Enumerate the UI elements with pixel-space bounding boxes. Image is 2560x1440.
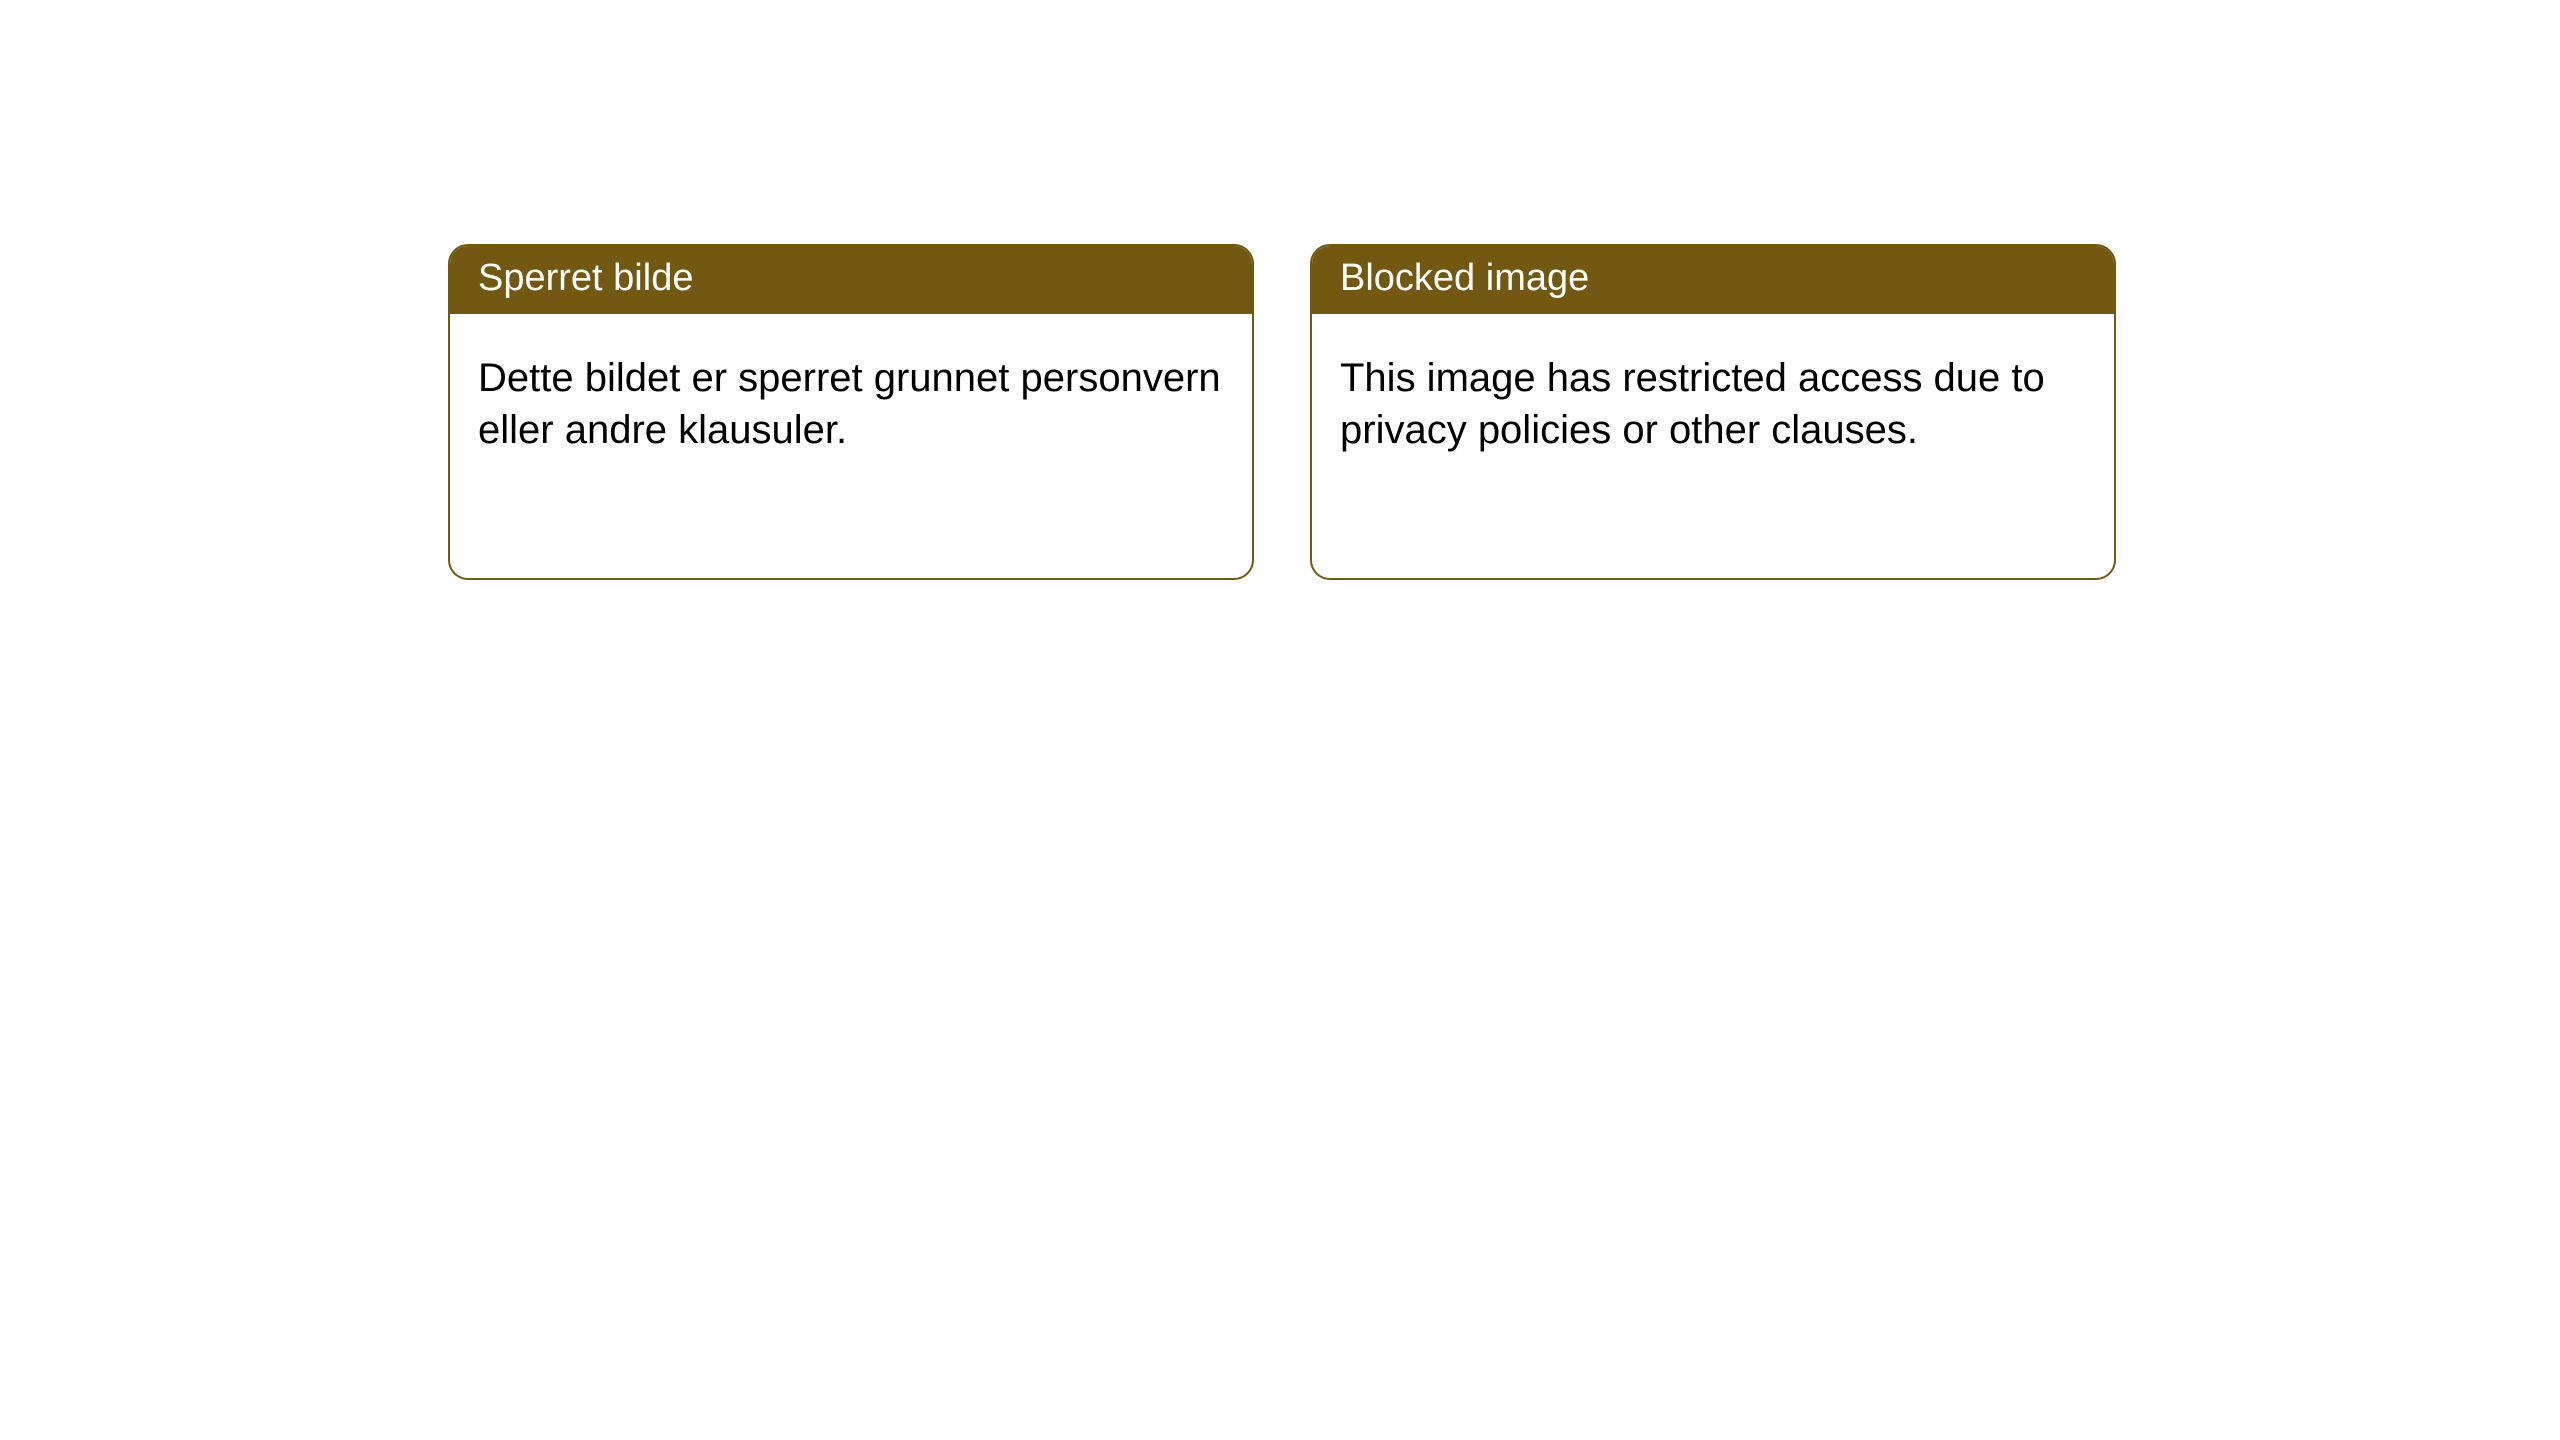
card-title: Blocked image [1340, 257, 1589, 299]
cards-container: Sperret bilde Dette bildet er sperret gr… [448, 244, 2116, 580]
card-body: This image has restricted access due to … [1312, 314, 2114, 484]
card-title: Sperret bilde [478, 257, 693, 299]
card-header: Blocked image [1312, 246, 2114, 314]
notice-card-norwegian: Sperret bilde Dette bildet er sperret gr… [448, 244, 1254, 580]
card-header: Sperret bilde [450, 246, 1252, 314]
notice-card-english: Blocked image This image has restricted … [1310, 244, 2116, 580]
card-body: Dette bildet er sperret grunnet personve… [450, 314, 1252, 484]
card-body-text: Dette bildet er sperret grunnet personve… [478, 356, 1221, 452]
card-body-text: This image has restricted access due to … [1340, 356, 2045, 452]
